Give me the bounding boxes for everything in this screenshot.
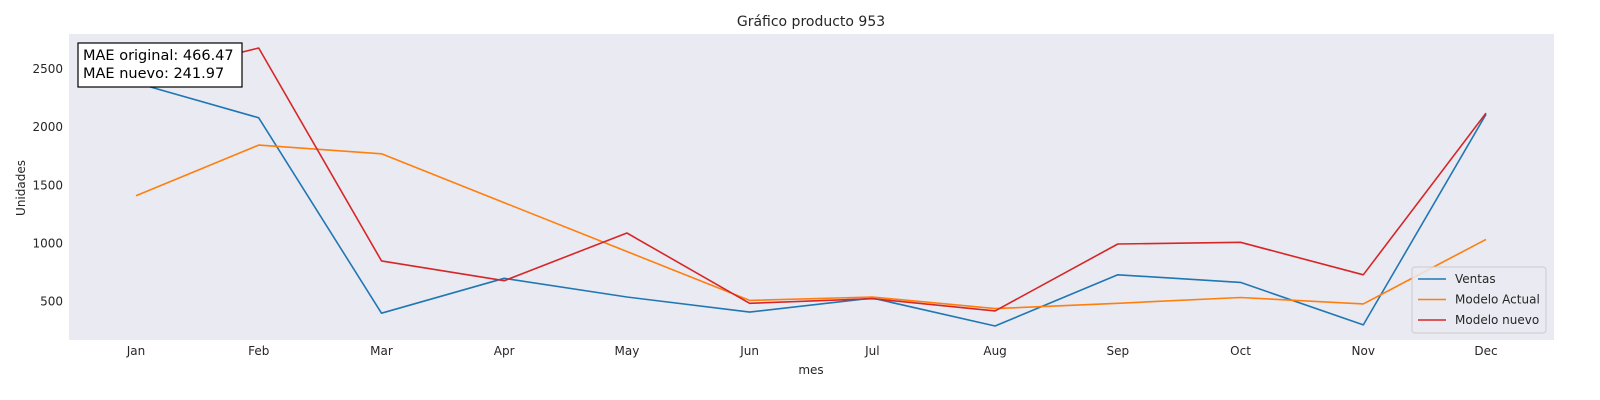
series-line-ventas [135, 82, 1487, 327]
legend-label: Ventas [1455, 272, 1496, 286]
y-tick-label: 1000 [32, 236, 63, 250]
y-tick-label: 500 [40, 295, 63, 309]
x-tick-label: Jun [739, 344, 759, 358]
x-tick-label: Oct [1230, 344, 1251, 358]
chart-title: Gráfico producto 953 [737, 14, 885, 30]
x-tick-label: Feb [248, 344, 269, 358]
mae-annotation: MAE original: 466.47 MAE nuevo: 241.97 [77, 42, 243, 88]
x-axis: Jan Feb Mar Apr May Jun Jul Aug Sep Oct Nov Dec [126, 344, 1498, 358]
annotation-box [77, 42, 243, 88]
legend-label: Modelo Actual [1455, 293, 1540, 307]
legend-label: Modelo nuevo [1455, 313, 1539, 327]
x-tick-label: Mar [370, 344, 393, 358]
legend: Ventas Modelo Actual Modelo nuevo [1411, 266, 1547, 334]
x-tick-label: Jan [126, 344, 146, 358]
y-tick-label: 1500 [32, 178, 63, 192]
y-axis: 500 1000 1500 2000 2500 [32, 62, 63, 309]
y-tick-label: 2000 [32, 120, 63, 134]
x-tick-label: Jul [864, 344, 879, 358]
x-tick-label: Sep [1107, 344, 1130, 358]
series-line-modelo-nuevo [135, 47, 1487, 312]
x-tick-label: May [615, 344, 640, 358]
x-tick-label: Aug [983, 344, 1006, 358]
series-lines [135, 47, 1487, 327]
x-tick-label: Apr [494, 344, 515, 358]
x-tick-label: Dec [1474, 344, 1497, 358]
series-line-modelo-actual [135, 144, 1487, 310]
annotation-mae-nuevo: MAE nuevo: 241.97 [83, 66, 224, 82]
x-axis-label: mes [798, 363, 823, 377]
legend-box [1411, 266, 1547, 334]
y-axis-label: Unidades [14, 160, 28, 216]
plot-area [69, 34, 1554, 340]
y-tick-label: 2500 [32, 62, 63, 76]
annotation-mae-original: MAE original: 466.47 [83, 48, 234, 64]
x-tick-label: Nov [1352, 344, 1375, 358]
